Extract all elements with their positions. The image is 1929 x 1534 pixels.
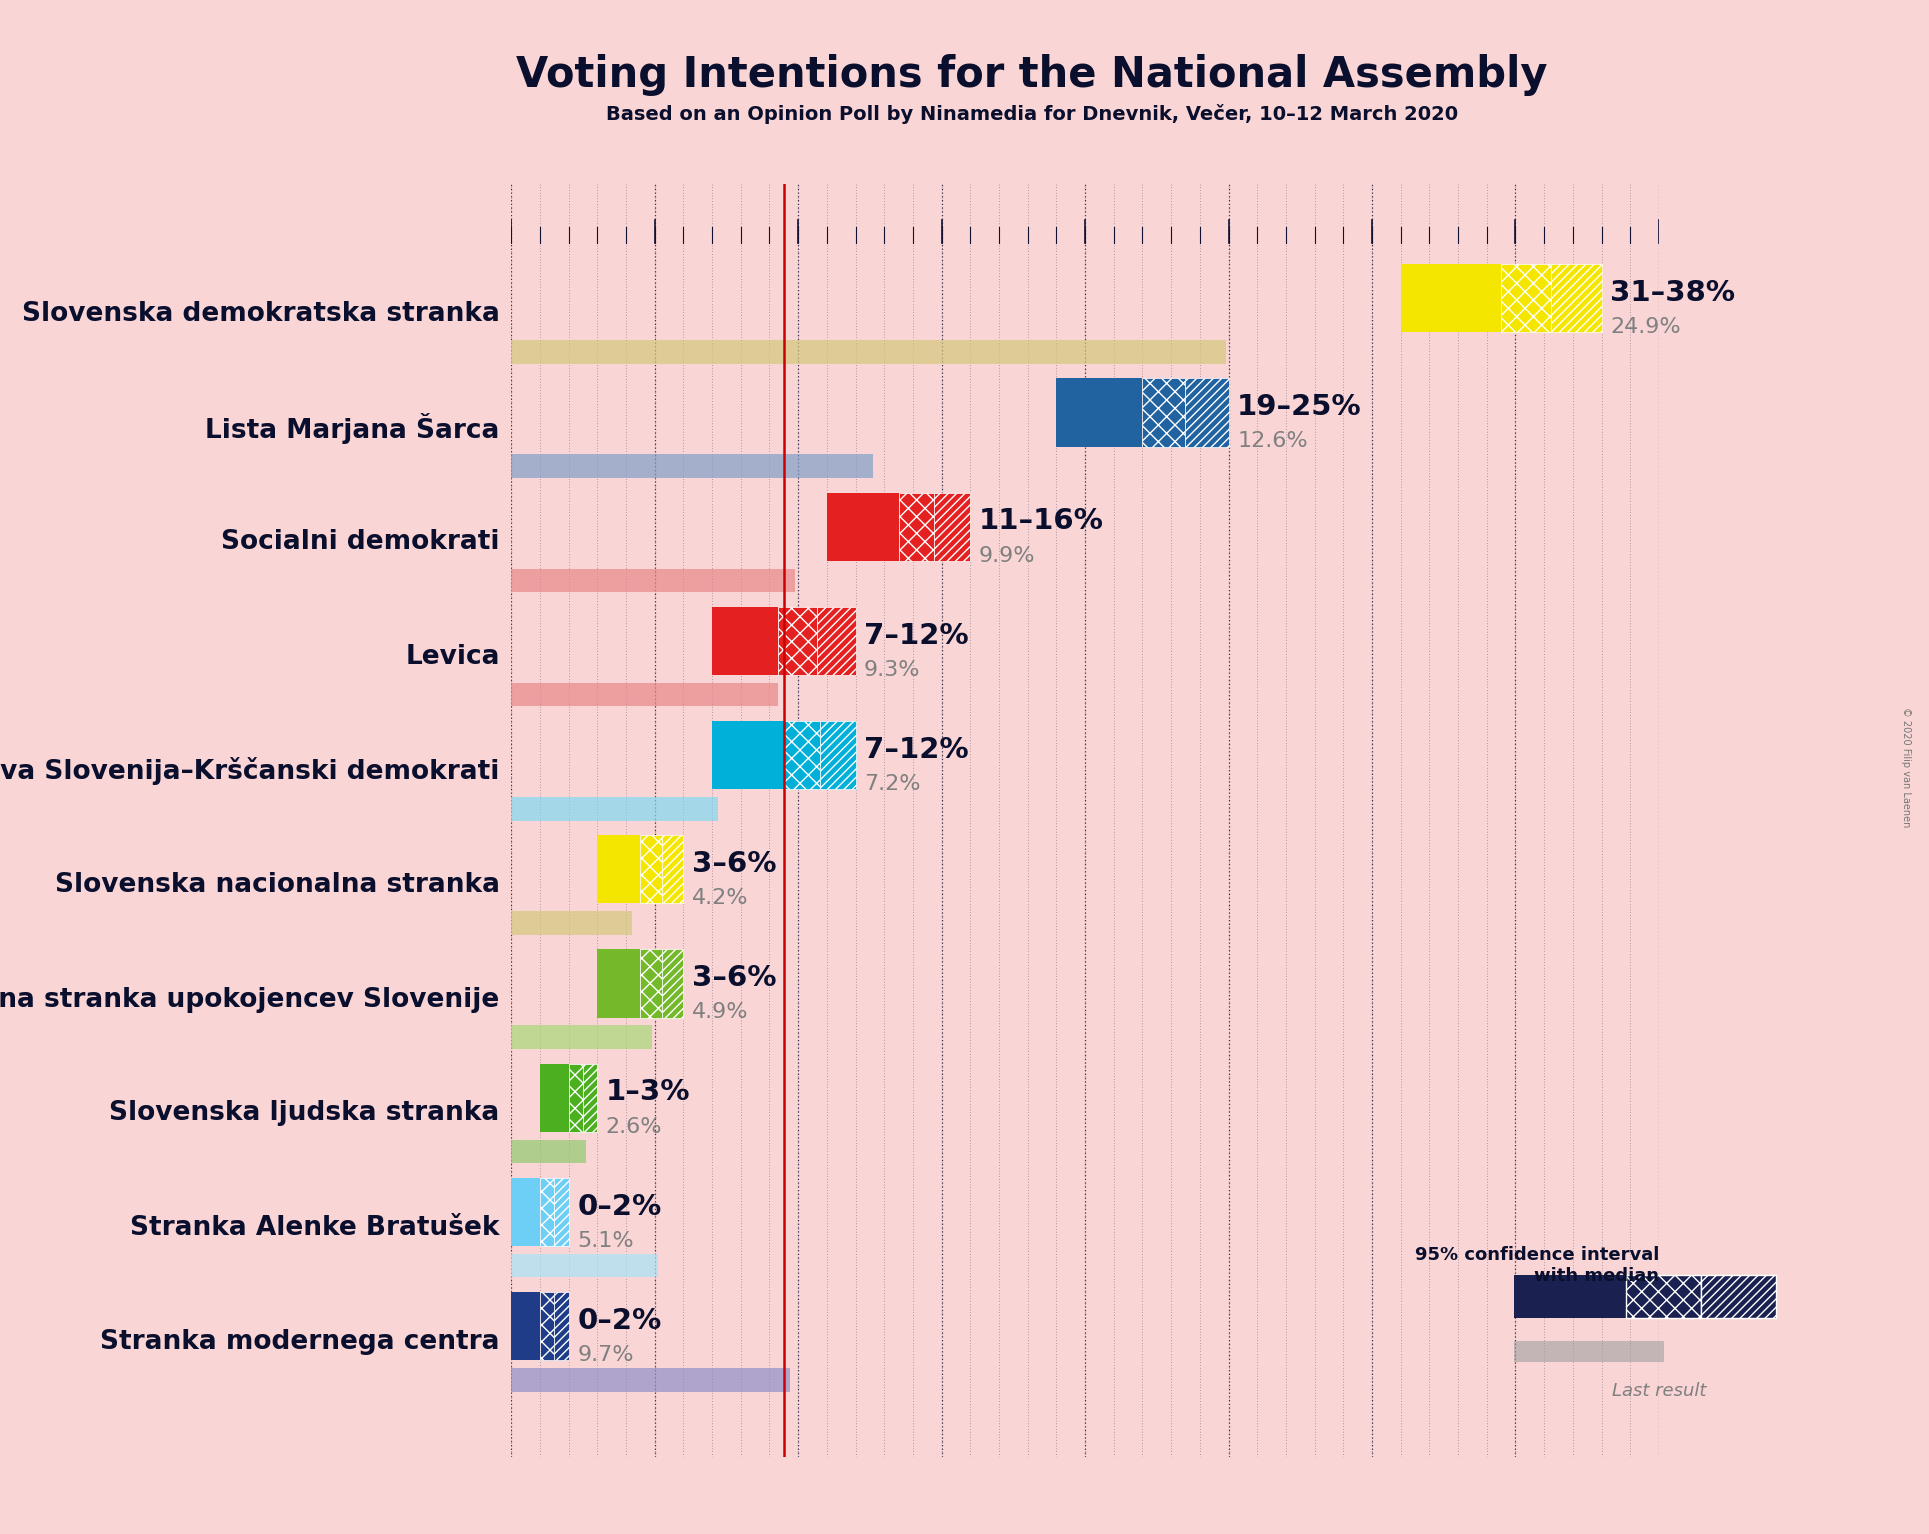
Bar: [511, 1140, 586, 1163]
Bar: [1501, 264, 1551, 333]
Bar: [1400, 264, 1501, 333]
Text: 0–2%: 0–2%: [577, 1307, 662, 1335]
Bar: [1701, 1275, 1777, 1318]
Bar: [511, 911, 631, 934]
Text: 4.9%: 4.9%: [693, 1002, 748, 1022]
Bar: [640, 834, 662, 904]
Text: 5.1%: 5.1%: [577, 1230, 635, 1250]
Text: 31–38%: 31–38%: [1611, 279, 1736, 307]
Bar: [1514, 1341, 1665, 1362]
Text: 3–6%: 3–6%: [693, 850, 777, 877]
Text: 7–12%: 7–12%: [864, 736, 968, 764]
Bar: [540, 1178, 554, 1246]
Bar: [511, 1178, 540, 1246]
Text: 9.3%: 9.3%: [864, 660, 920, 680]
Text: 11–16%: 11–16%: [978, 508, 1103, 535]
Bar: [511, 341, 1225, 364]
Bar: [598, 834, 640, 904]
Text: 19–25%: 19–25%: [1236, 393, 1362, 422]
Bar: [828, 492, 899, 561]
Text: 9.7%: 9.7%: [577, 1345, 635, 1365]
Bar: [554, 1292, 569, 1361]
Text: Based on an Opinion Poll by Ninamedia for Dnevnik, Večer, 10–12 March 2020: Based on an Opinion Poll by Ninamedia fo…: [606, 104, 1458, 124]
Text: 9.9%: 9.9%: [978, 546, 1036, 566]
Bar: [511, 1025, 652, 1049]
Bar: [899, 492, 934, 561]
Text: Stranka modernega centra: Stranka modernega centra: [100, 1328, 500, 1355]
Bar: [554, 1178, 569, 1246]
Text: Socialni demokrati: Socialni demokrati: [222, 529, 500, 555]
Text: 24.9%: 24.9%: [1611, 318, 1680, 337]
Text: 12.6%: 12.6%: [1236, 431, 1308, 451]
Text: 95% confidence interval
with median: 95% confidence interval with median: [1414, 1246, 1659, 1285]
Text: Slovenska nacionalna stranka: Slovenska nacionalna stranka: [54, 871, 500, 897]
Bar: [777, 607, 816, 675]
Text: Lista Marjana Šarca: Lista Marjana Šarca: [204, 413, 500, 443]
Bar: [511, 454, 872, 479]
Bar: [1514, 1275, 1626, 1318]
Bar: [511, 798, 718, 821]
Bar: [511, 569, 795, 592]
Bar: [598, 950, 640, 1017]
Bar: [934, 492, 970, 561]
Bar: [1057, 379, 1142, 446]
Text: Demokratična stranka upokojencev Slovenije: Demokratična stranka upokojencev Sloveni…: [0, 985, 500, 1012]
Bar: [662, 834, 683, 904]
Bar: [511, 1368, 789, 1391]
Bar: [712, 721, 783, 788]
Bar: [583, 1063, 598, 1132]
Bar: [640, 950, 662, 1017]
Text: 4.2%: 4.2%: [693, 888, 748, 908]
Text: 7–12%: 7–12%: [864, 621, 968, 649]
Bar: [1626, 1275, 1701, 1318]
Text: Voting Intentions for the National Assembly: Voting Intentions for the National Assem…: [517, 54, 1547, 95]
Bar: [783, 721, 820, 788]
Bar: [820, 721, 856, 788]
Text: Stranka Alenke Bratušek: Stranka Alenke Bratušek: [129, 1215, 500, 1241]
Bar: [1551, 264, 1601, 333]
Bar: [1142, 379, 1186, 446]
Text: 0–2%: 0–2%: [577, 1192, 662, 1221]
Bar: [511, 683, 777, 707]
Text: 1–3%: 1–3%: [606, 1078, 691, 1106]
Bar: [511, 1292, 540, 1361]
Text: Slovenska ljudska stranka: Slovenska ljudska stranka: [110, 1100, 500, 1126]
Text: Levica: Levica: [405, 644, 500, 670]
Bar: [569, 1063, 583, 1132]
Text: 3–6%: 3–6%: [693, 965, 777, 992]
Text: 7.2%: 7.2%: [864, 775, 920, 795]
Bar: [540, 1063, 569, 1132]
Bar: [816, 607, 856, 675]
Text: 2.6%: 2.6%: [606, 1117, 662, 1137]
Bar: [662, 950, 683, 1017]
Text: © 2020 Filip van Laenen: © 2020 Filip van Laenen: [1900, 707, 1912, 827]
Text: Nova Slovenija–Krščanski demokrati: Nova Slovenija–Krščanski demokrati: [0, 756, 500, 785]
Text: Last result: Last result: [1613, 1382, 1705, 1401]
Text: Slovenska demokratska stranka: Slovenska demokratska stranka: [21, 301, 500, 327]
Bar: [712, 607, 777, 675]
Bar: [540, 1292, 554, 1361]
Bar: [1186, 379, 1229, 446]
Bar: [511, 1253, 658, 1278]
